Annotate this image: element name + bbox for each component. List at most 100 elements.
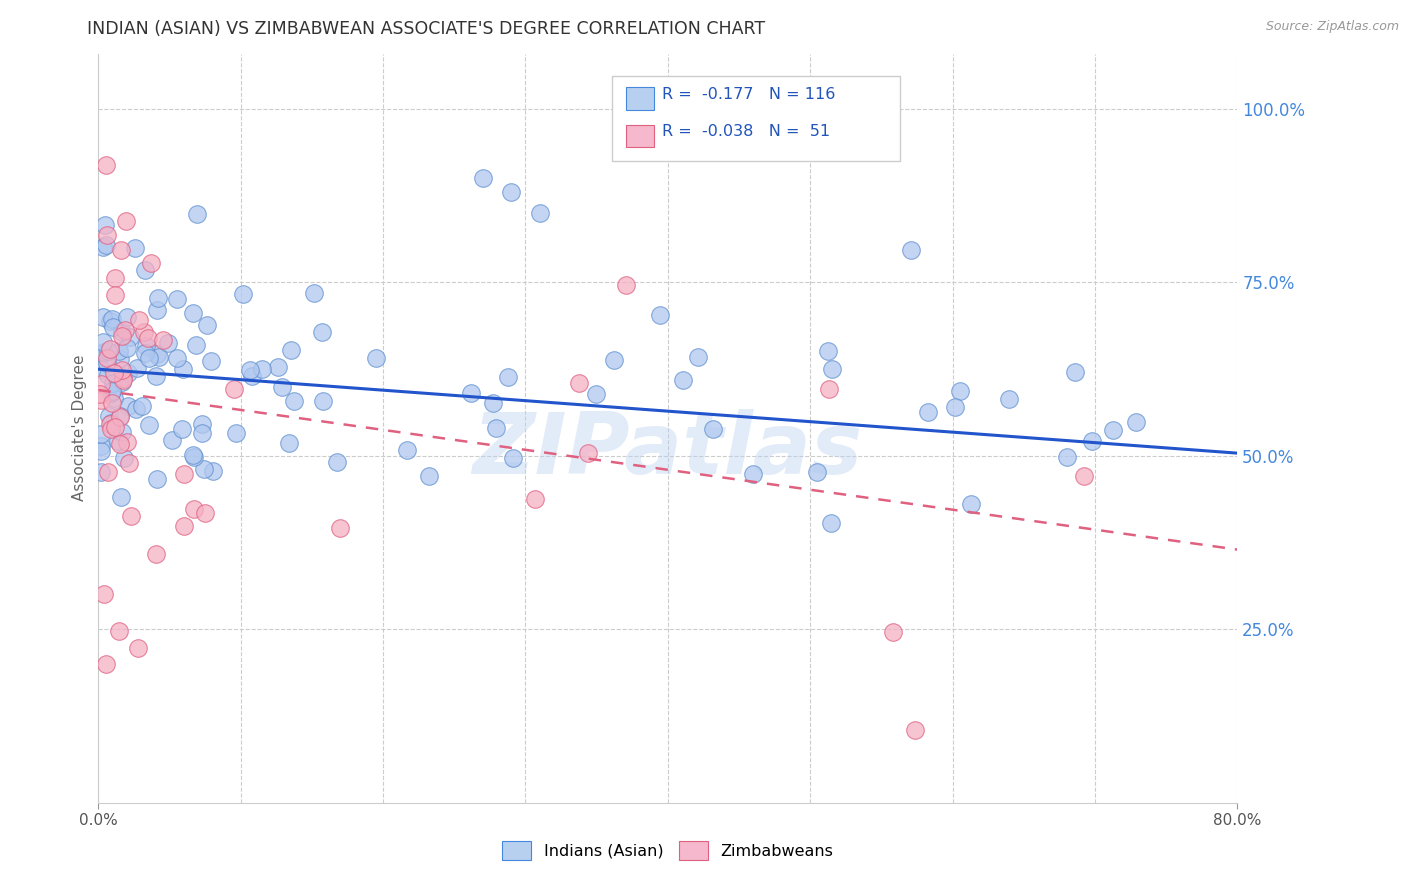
Point [162, 433, 184, 447]
Point [173, 519, 195, 533]
Legend: Indians (Asian), Zimbabweans: Indians (Asian), Zimbabweans [496, 835, 839, 866]
Point [100, 384, 122, 399]
Text: Source: ZipAtlas.com: Source: ZipAtlas.com [1265, 20, 1399, 33]
Point [131, 399, 153, 413]
Point [146, 472, 169, 486]
Point [93, 239, 115, 253]
Point [170, 422, 193, 436]
Point [650, 308, 672, 322]
Point [152, 333, 174, 347]
Point [820, 516, 842, 530]
Point [998, 392, 1021, 407]
Point [124, 241, 146, 255]
Point [127, 361, 149, 376]
Point [672, 373, 695, 387]
Point [128, 313, 150, 327]
Point [173, 467, 195, 481]
Point [240, 369, 263, 384]
Point [139, 256, 162, 270]
Point [183, 502, 205, 516]
Point [134, 326, 156, 340]
Point [138, 351, 160, 365]
Point [90, 376, 112, 391]
Point [148, 350, 170, 364]
Point [112, 451, 135, 466]
Point [90, 426, 112, 441]
Point [267, 360, 290, 375]
Point [396, 443, 419, 458]
Point [184, 338, 207, 352]
Point [111, 362, 134, 376]
Point [103, 391, 125, 405]
Point [1073, 469, 1095, 483]
Point [603, 353, 626, 368]
Point [96, 356, 118, 370]
Point [485, 421, 508, 435]
Point [93, 345, 115, 359]
Point [100, 313, 122, 327]
Point [117, 366, 139, 380]
Point [329, 521, 352, 535]
Point [101, 320, 124, 334]
Point [101, 396, 124, 410]
Point [97, 368, 120, 382]
Point [111, 375, 134, 389]
Point [100, 422, 122, 436]
Point [108, 624, 131, 639]
Point [104, 420, 127, 434]
Point [949, 384, 972, 399]
Point [136, 331, 159, 345]
Point [304, 285, 326, 300]
Point [818, 382, 841, 396]
Point [481, 396, 503, 410]
Point [107, 344, 129, 359]
Point [118, 330, 141, 344]
Point [224, 382, 246, 396]
Point [1064, 365, 1087, 379]
Point [112, 371, 135, 385]
Point [90, 444, 112, 458]
Point [108, 409, 131, 423]
Point [172, 362, 194, 376]
Point [108, 409, 131, 424]
Point [311, 325, 333, 339]
Text: ZIPatlas: ZIPatlas [472, 409, 863, 492]
Point [110, 329, 132, 343]
Point [115, 434, 138, 449]
Point [115, 310, 138, 324]
Point [135, 339, 157, 353]
Point [523, 492, 546, 507]
Point [882, 625, 904, 640]
Point [186, 207, 208, 221]
Text: R =  -0.038   N =  51: R = -0.038 N = 51 [662, 124, 831, 139]
Point [96, 227, 118, 242]
Point [194, 506, 217, 520]
Point [98, 417, 121, 431]
Point [94, 219, 117, 233]
Point [97, 465, 120, 479]
Point [103, 366, 125, 380]
Point [90, 465, 112, 479]
Point [120, 509, 142, 524]
Point [496, 369, 519, 384]
Point [107, 434, 129, 448]
Point [821, 361, 844, 376]
Point [124, 402, 146, 417]
Point [283, 394, 305, 409]
Text: R =  -0.177   N = 116: R = -0.177 N = 116 [662, 87, 835, 102]
Point [146, 347, 169, 361]
Point [959, 497, 981, 511]
Point [134, 345, 156, 359]
Point [806, 465, 828, 479]
Point [93, 335, 115, 350]
Text: INDIAN (ASIAN) VS ZIMBABWEAN ASSOCIATE'S DEGREE CORRELATION CHART: INDIAN (ASIAN) VS ZIMBABWEAN ASSOCIATE'S… [87, 21, 765, 38]
Point [96, 237, 118, 252]
Point [471, 171, 494, 186]
Point [418, 468, 440, 483]
Point [108, 437, 131, 451]
Point [502, 451, 524, 466]
Point [614, 278, 637, 293]
Point [94, 657, 117, 671]
Point [145, 547, 167, 561]
Point [1101, 423, 1123, 437]
